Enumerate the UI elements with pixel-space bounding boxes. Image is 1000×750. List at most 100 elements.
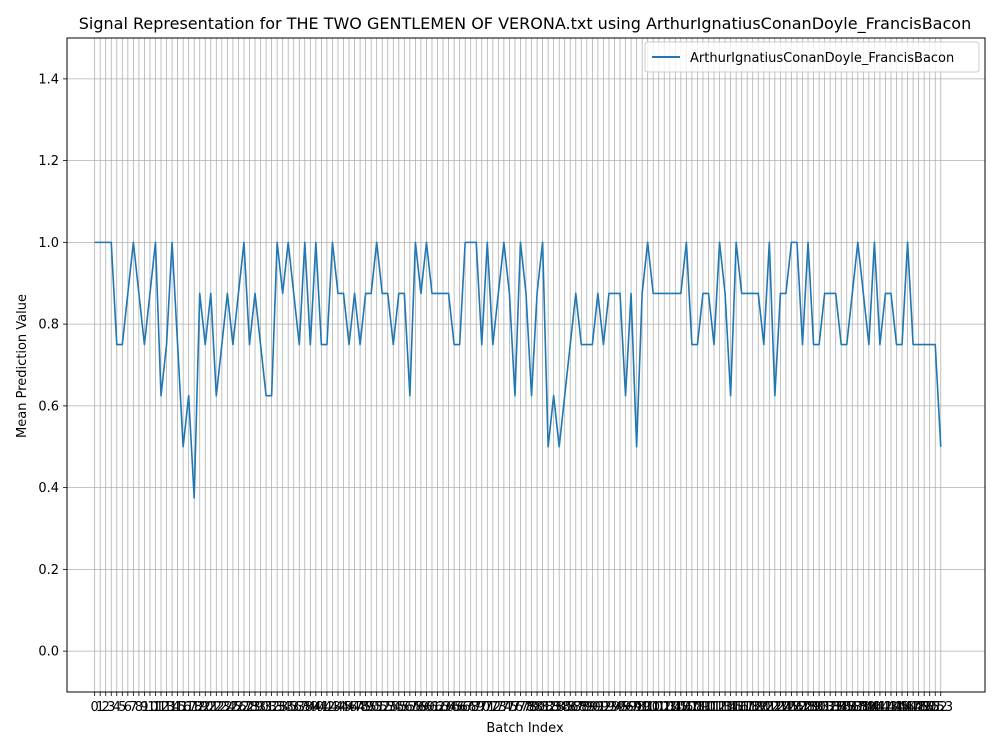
series-line xyxy=(94,241,942,499)
x-tick-label: 113 xyxy=(707,700,732,715)
x-tick-label: 112 xyxy=(702,700,727,715)
x-tick-label: 126 xyxy=(779,700,804,715)
x-tick-label: 101 xyxy=(641,700,666,715)
x-tick-label: 38 xyxy=(297,700,314,715)
y-tick-label: 1.2 xyxy=(38,154,59,169)
x-tick-label: 0 xyxy=(91,700,99,715)
x-tick-label: 58 xyxy=(407,700,424,715)
x-tick-label: 19 xyxy=(191,700,208,715)
x-tick-label: 73 xyxy=(490,700,507,715)
x-tick-label: 131 xyxy=(807,700,832,715)
x-tick-label: 115 xyxy=(718,700,743,715)
x-tick-label: 16 xyxy=(175,700,192,715)
x-tick-label: 97 xyxy=(623,700,640,715)
x-tick-label: 128 xyxy=(790,700,815,715)
x-tick-label: 31 xyxy=(258,700,275,715)
x-tick-label: 54 xyxy=(385,700,402,715)
x-tick-label: 76 xyxy=(507,700,524,715)
x-tick-label: 60 xyxy=(418,700,435,715)
x-tick-label: 103 xyxy=(652,700,677,715)
x-tick-label: 11 xyxy=(147,700,164,715)
x-tick-label: 32 xyxy=(263,700,280,715)
x-tick-label: 55 xyxy=(391,700,408,715)
y-axis-label: Mean Prediction Value xyxy=(15,294,30,438)
x-tick-label: 143 xyxy=(873,700,898,715)
x-tick-label: 15 xyxy=(169,700,186,715)
x-tick-label: 13 xyxy=(158,700,175,715)
x-tick-label: 68 xyxy=(462,700,479,715)
x-tick-label: 95 xyxy=(612,700,629,715)
x-tick-label: 67 xyxy=(457,700,474,715)
x-tick-label: 146 xyxy=(890,700,915,715)
x-tick-label: 93 xyxy=(601,700,618,715)
x-tick-label: 140 xyxy=(856,700,881,715)
x-tick-label: 1 xyxy=(96,700,104,715)
x-axis-label: Batch Index xyxy=(486,721,564,736)
x-tick-label: 133 xyxy=(818,700,843,715)
x-tick-label: 127 xyxy=(785,700,810,715)
x-tick-label: 134 xyxy=(823,700,848,715)
x-tick-label: 27 xyxy=(236,700,253,715)
x-tick-label: 119 xyxy=(740,700,765,715)
x-tick-label: 81 xyxy=(534,700,551,715)
x-tick-label: 8 xyxy=(135,700,143,715)
x-tick-label: 80 xyxy=(529,700,546,715)
x-tick-label: 109 xyxy=(685,700,710,715)
x-tick-label: 75 xyxy=(501,700,518,715)
x-tick-label: 28 xyxy=(241,700,258,715)
y-tick-label: 0.6 xyxy=(38,399,59,414)
x-tick-label: 92 xyxy=(595,700,612,715)
x-tick-label: 25 xyxy=(225,700,242,715)
x-tick-label: 20 xyxy=(197,700,214,715)
x-tick-label: 35 xyxy=(280,700,297,715)
y-tick-label: 0.8 xyxy=(38,318,59,333)
x-tick-label: 130 xyxy=(801,700,826,715)
x-tick-label: 70 xyxy=(473,700,490,715)
x-tick-label: 36 xyxy=(285,700,302,715)
x-tick-label: 56 xyxy=(396,700,413,715)
y-tick-label: 0.4 xyxy=(38,481,59,496)
x-tick-label: 61 xyxy=(424,700,441,715)
x-tick-label: 120 xyxy=(746,700,771,715)
x-tick-label: 50 xyxy=(363,700,380,715)
x-tick-label: 79 xyxy=(523,700,540,715)
x-tick-label: 23 xyxy=(214,700,231,715)
x-tick-label: 14 xyxy=(164,700,181,715)
x-tick-label: 91 xyxy=(590,700,607,715)
x-tick-label: 65 xyxy=(446,700,463,715)
y-tick-label: 0.0 xyxy=(38,645,59,660)
x-tick-label: 45 xyxy=(335,700,352,715)
x-tick-label: 149 xyxy=(906,700,931,715)
x-tick-label: 107 xyxy=(674,700,699,715)
x-tick-label: 148 xyxy=(901,700,926,715)
x-gridlines xyxy=(94,38,942,692)
x-tick-label: 124 xyxy=(768,700,793,715)
x-tick-label: 71 xyxy=(479,700,496,715)
x-tick-label: 64 xyxy=(440,700,457,715)
x-tick-label: 123 xyxy=(762,700,787,715)
x-tick-label: 59 xyxy=(413,700,430,715)
x-tick-label: 83 xyxy=(545,700,562,715)
x-tick-label: 136 xyxy=(834,700,859,715)
legend: ArthurIgnatiusConanDoyle_FrancisBacon xyxy=(644,41,980,73)
x-tick-label: 47 xyxy=(346,700,363,715)
x-tick-label: 142 xyxy=(868,700,893,715)
x-tick-label: 17 xyxy=(180,700,197,715)
y-tick-label: 1.0 xyxy=(38,236,59,251)
x-tick-label: 33 xyxy=(269,700,286,715)
x-tick-label: 111 xyxy=(696,700,721,715)
x-tick-label: 89 xyxy=(579,700,596,715)
y-tick-label: 0.2 xyxy=(38,563,59,578)
x-tick-label: 18 xyxy=(186,700,203,715)
plot-frame xyxy=(66,37,986,693)
x-tick-label: 21 xyxy=(203,700,220,715)
x-tick-label: 105 xyxy=(663,700,688,715)
x-tick-label: 69 xyxy=(468,700,485,715)
x-tick-label: 99 xyxy=(634,700,651,715)
x-tick-label: 37 xyxy=(291,700,308,715)
y-gridlines xyxy=(67,78,985,652)
x-tick-label: 122 xyxy=(757,700,782,715)
y-tick-label: 1.4 xyxy=(38,72,59,87)
x-tick-label: 62 xyxy=(429,700,446,715)
x-tick-label: 90 xyxy=(584,700,601,715)
